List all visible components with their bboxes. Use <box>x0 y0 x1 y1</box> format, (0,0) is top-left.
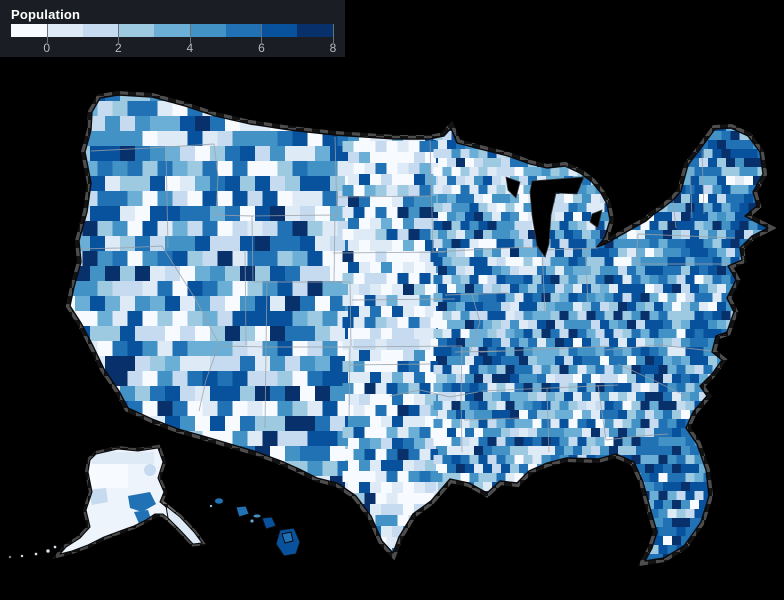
legend-title: Population <box>11 7 81 22</box>
legend-swatch <box>118 24 155 37</box>
legend-color-ramp <box>11 24 334 37</box>
legend-swatch <box>189 24 226 37</box>
legend-swatch <box>46 24 83 37</box>
legend-swatch <box>261 24 298 37</box>
legend-swatch <box>82 24 119 37</box>
great-lakes <box>505 176 603 258</box>
legend-panel: Population 0 2 4 6 8 <box>0 0 345 57</box>
legend-tick-label: 2 <box>114 41 122 55</box>
legend-tick-mark <box>118 24 120 43</box>
legend-tick-mark <box>261 24 263 43</box>
legend-swatch <box>154 24 190 37</box>
state-borders <box>77 136 736 453</box>
legend-swatch <box>297 24 334 37</box>
legend-swatch <box>11 24 47 37</box>
aleutian-islands <box>8 545 57 559</box>
legend-tick-label: 6 <box>258 41 265 55</box>
legend-tick-mark <box>333 24 334 43</box>
mainland-coastline <box>69 94 769 562</box>
legend-tick-mark <box>189 24 191 43</box>
legend-tick-label: 8 <box>329 41 337 55</box>
legend-swatch <box>225 24 262 37</box>
alaska-inset[interactable] <box>8 447 203 559</box>
legend-tick-label: 0 <box>43 41 51 55</box>
hawaii-inset[interactable] <box>208 497 301 557</box>
legend-tick-label: 4 <box>186 41 194 55</box>
legend-tick-mark <box>46 24 48 43</box>
